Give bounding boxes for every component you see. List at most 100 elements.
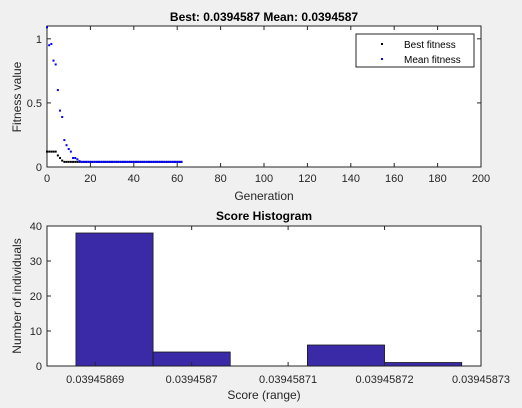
mean-fitness-point (161, 160, 164, 163)
histogram-y-tick-label: 10 (30, 326, 42, 338)
histogram-x-tick-label: 0.03945872 (355, 374, 413, 386)
mean-fitness-point (147, 160, 150, 163)
fitness-x-tick-label: 20 (84, 173, 96, 185)
mean-fitness-point (100, 160, 103, 163)
mean-fitness-point (98, 160, 101, 163)
mean-fitness-point (141, 160, 144, 163)
mean-fitness-point (87, 160, 90, 163)
mean-fitness-point (137, 160, 140, 163)
mean-fitness-point (61, 116, 64, 119)
mean-fitness-point (65, 144, 68, 147)
histogram-y-tick-label: 20 (30, 291, 42, 303)
mean-fitness-point (80, 160, 83, 163)
best-fitness-point (76, 160, 79, 163)
fitness-plot: Best: 0.0394587 Mean: 0.0394587 0 20 40 60 8… (10, 10, 490, 203)
fitness-x-ticks: 0 20 40 60 80 100 120 140 160 180 200 (44, 26, 490, 185)
fitness-legend: Best fitness Mean fitness (355, 33, 475, 68)
legend-label-mean-fitness: Mean fitness (404, 55, 461, 66)
mean-fitness-point (178, 160, 181, 163)
fitness-x-tick-label: 40 (128, 173, 140, 185)
mean-fitness-point (91, 160, 94, 163)
mean-fitness-point (126, 160, 129, 163)
mean-fitness-point (76, 158, 79, 161)
histogram-bars (75, 232, 463, 367)
best-fitness-point (56, 154, 59, 157)
mean-fitness-point (130, 160, 133, 163)
best-fitness-point (63, 160, 66, 163)
best-fitness-point (67, 160, 70, 163)
mean-fitness-point (124, 160, 127, 163)
histogram-y-axis-label: Number of individuals (10, 238, 24, 353)
best-fitness-point (59, 157, 62, 160)
histogram-y-ticks: 0 10 20 30 40 (30, 221, 481, 373)
mean-fitness-point (156, 160, 159, 163)
histogram-bar (306, 344, 385, 367)
histogram-y-tick-label: 40 (30, 221, 42, 233)
best-fitness-point (61, 159, 64, 162)
legend-label-best-fitness: Best fitness (404, 40, 456, 51)
best-fitness-point (54, 150, 57, 153)
fitness-y-tick-label: 0 (36, 162, 42, 174)
mean-fitness-point (48, 44, 51, 47)
best-fitness-point (74, 160, 77, 163)
mean-fitness-point (150, 160, 153, 163)
mean-fitness-point (95, 160, 98, 163)
histogram-y-tick-label: 30 (30, 256, 42, 268)
mean-fitness-point (180, 160, 183, 163)
mean-fitness-point (163, 160, 166, 163)
histogram-x-tick-label: 0.03945871 (259, 374, 317, 386)
mean-fitness-point (132, 160, 135, 163)
mean-fitness-point (102, 160, 105, 163)
fitness-y-ticks: 00.51 (27, 34, 481, 174)
fitness-x-tick-label: 160 (385, 173, 403, 185)
histogram-y-tick-label: 0 (36, 361, 42, 373)
mean-fitness-point (59, 109, 62, 112)
mean-fitness-point (169, 160, 172, 163)
mean-fitness-point (46, 26, 48, 29)
mean-fitness-point (50, 42, 53, 45)
mean-fitness-point (89, 160, 92, 163)
mean-fitness-point (72, 157, 75, 160)
mean-fitness-point (104, 160, 107, 163)
histogram-title: Score Histogram (216, 209, 312, 223)
histogram-bar (384, 362, 463, 367)
mean-fitness-point (69, 150, 72, 153)
mean-fitness-point (67, 148, 70, 151)
legend-marker-best-fitness (381, 43, 383, 45)
best-fitness-point (72, 160, 75, 163)
fitness-x-tick-label: 60 (171, 173, 183, 185)
mean-fitness-point (158, 160, 161, 163)
mean-fitness-point (139, 160, 142, 163)
best-fitness-point (65, 160, 68, 163)
histogram-x-axis-label: Score (range) (227, 388, 300, 402)
mean-fitness-point (145, 160, 148, 163)
mean-fitness-point (106, 160, 109, 163)
histogram-x-ticks: 0.03945869 0.0394587 0.03945871 0.03945872 0… (66, 226, 510, 386)
fitness-x-tick-label: 80 (214, 173, 226, 185)
histogram-plot: Score Histogram 0.03945869 0.0394587 0.039… (10, 209, 510, 402)
histogram-x-tick-label: 0.0394587 (166, 374, 218, 386)
mean-fitness-point (174, 160, 177, 163)
mean-fitness-point (52, 59, 55, 62)
mean-fitness-point (165, 160, 168, 163)
fitness-points (46, 26, 183, 163)
best-fitness-point (69, 160, 72, 163)
mean-fitness-point (93, 160, 96, 163)
mean-fitness-point (152, 160, 155, 163)
best-fitness-point (50, 150, 53, 153)
fitness-x-tick-label: 120 (298, 173, 316, 185)
fitness-plot-title: Best: 0.0394587 Mean: 0.0394587 (170, 10, 358, 24)
legend-box (355, 33, 475, 68)
fitness-y-tick-label: 0.5 (27, 98, 42, 110)
mean-fitness-point (82, 160, 85, 163)
mean-fitness-point (134, 160, 137, 163)
fitness-x-axis-label: Generation (234, 189, 293, 203)
best-fitness-point (46, 150, 48, 153)
mean-fitness-point (111, 160, 114, 163)
best-fitness-point (52, 150, 55, 153)
mean-fitness-point (78, 160, 81, 163)
mean-fitness-point (143, 160, 146, 163)
mean-fitness-point (74, 157, 77, 160)
best-fitness-point (48, 150, 51, 153)
